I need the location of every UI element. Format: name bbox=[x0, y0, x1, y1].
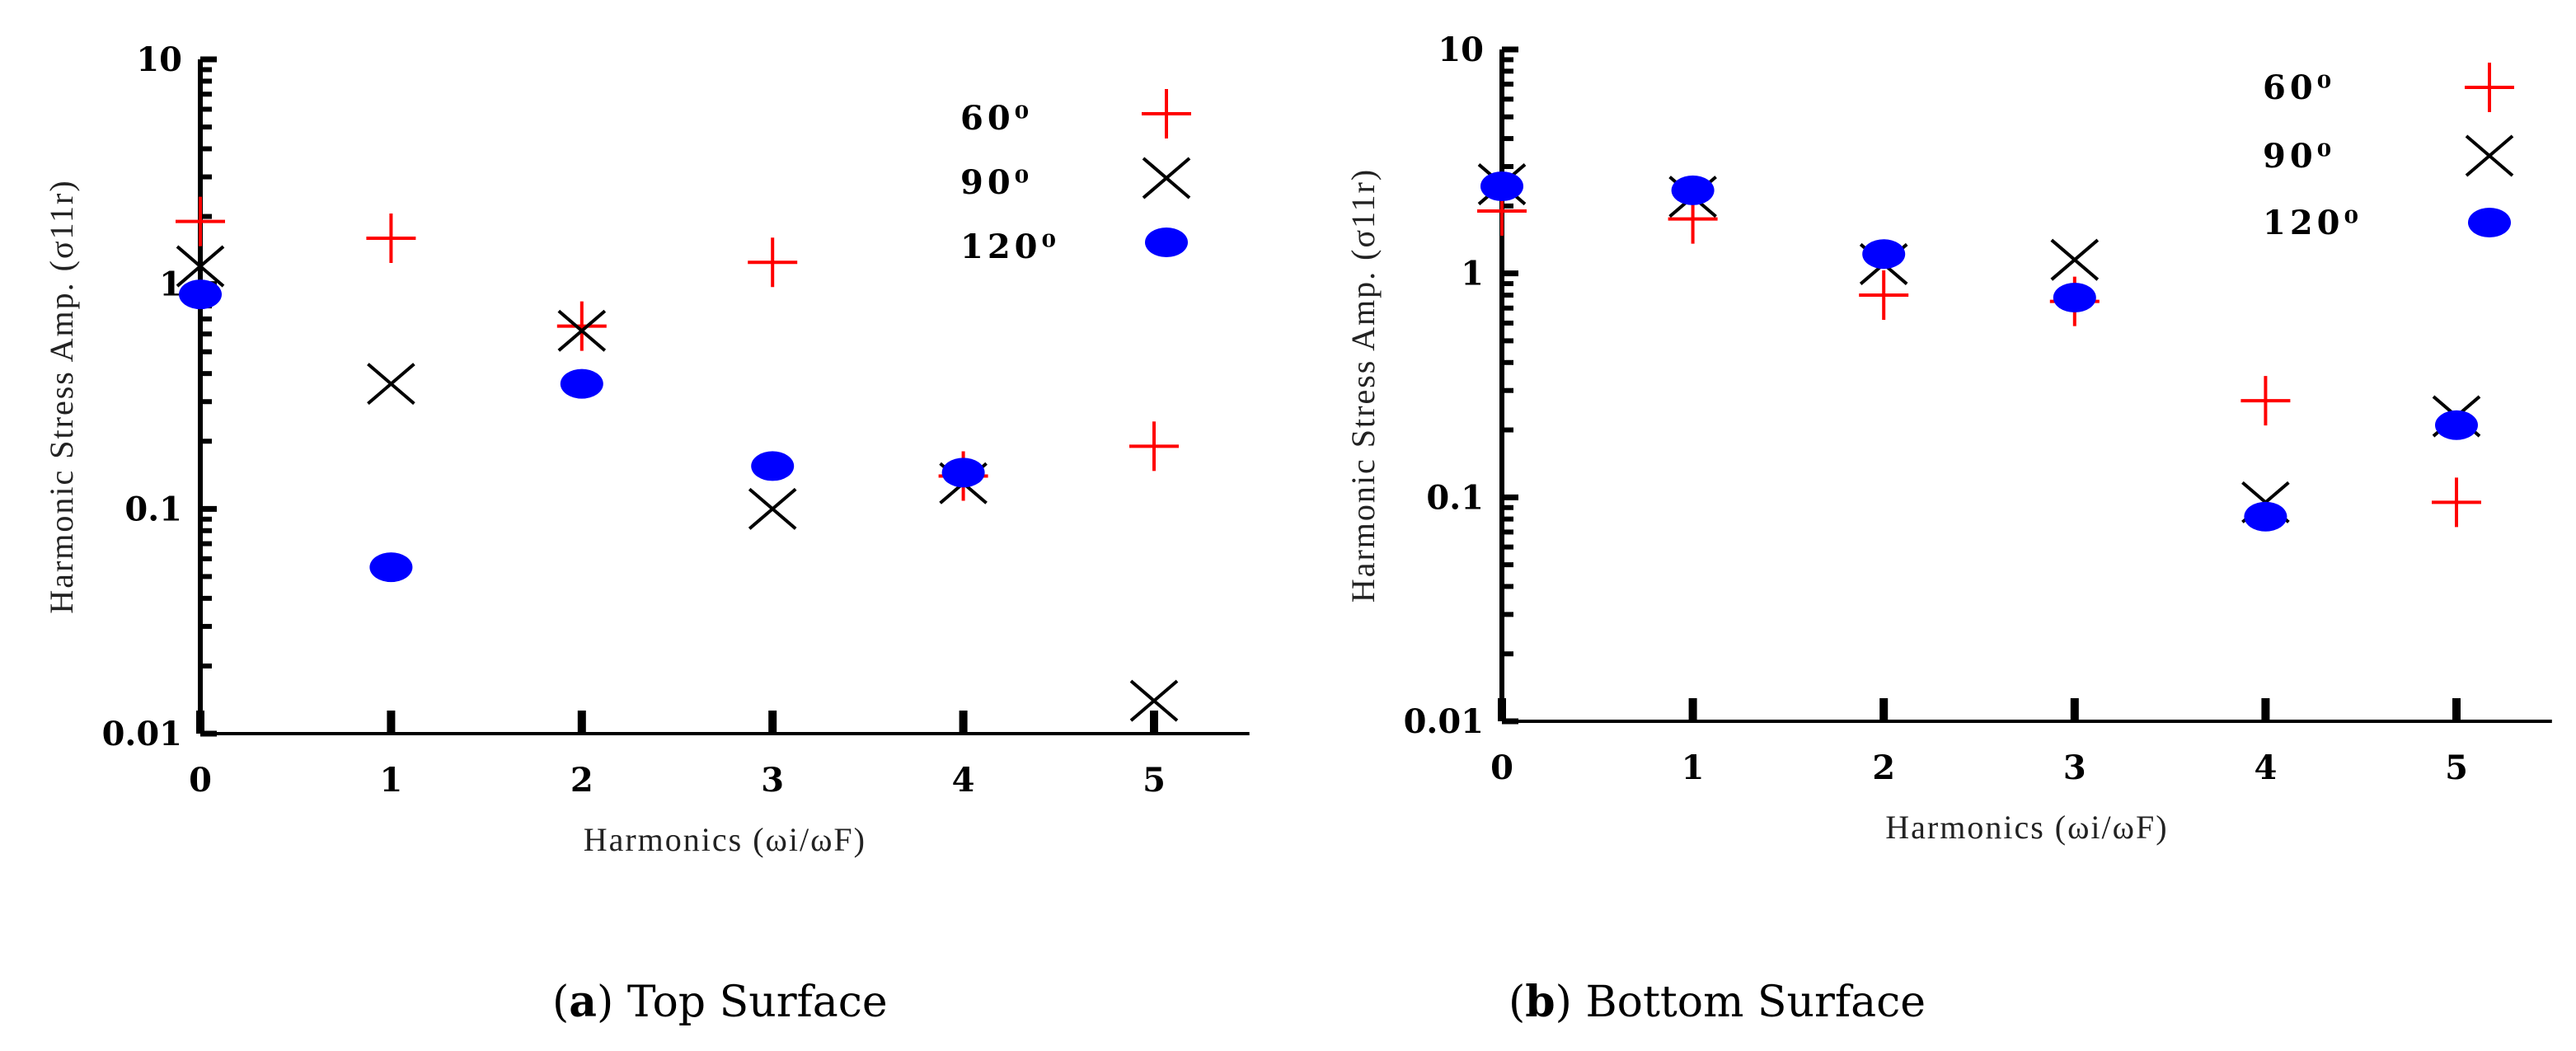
legend-marker-dot bbox=[2468, 208, 2511, 237]
data-point-plus bbox=[1859, 270, 1909, 320]
legend-marker-x-b bbox=[2465, 134, 2514, 177]
data-point-x bbox=[2050, 238, 2100, 281]
legend-label: 90⁰ bbox=[960, 163, 1033, 202]
y-tick-label: 0.01 bbox=[1404, 702, 1484, 741]
data-point-dot bbox=[369, 552, 413, 583]
chart-bottom-surface: 0.01 0.1 1 10 0 1 2 3 4 5 Harmonics (ωi/ωF) Harmoni… bbox=[1344, 30, 2552, 1027]
caption-text: ) Top Surface bbox=[597, 978, 888, 1027]
x-axis-label: Harmonics (ωi/ωF) bbox=[1885, 809, 2168, 846]
x-tick-label: 1 bbox=[1682, 748, 1705, 787]
data-point-dot bbox=[1862, 239, 1906, 270]
legend-marker-x bbox=[2465, 134, 2514, 177]
data-point-x-b bbox=[2050, 238, 2100, 281]
data-point-x bbox=[1129, 679, 1179, 722]
data-point-x-b bbox=[176, 245, 225, 288]
x-tick-label: 3 bbox=[761, 761, 784, 800]
data-point-x-b bbox=[367, 363, 415, 406]
legend-label: 120⁰ bbox=[2263, 204, 2363, 242]
caption-letter: a bbox=[569, 977, 597, 1027]
x-axis-label: Harmonics (ωi/ωF) bbox=[584, 821, 866, 858]
caption: (b) Bottom Surface bbox=[1509, 977, 1926, 1027]
legend-marker-x bbox=[1142, 157, 1191, 199]
data-point-dot bbox=[1671, 175, 1715, 205]
data-point-dot bbox=[2435, 410, 2478, 440]
legend-label: 60⁰ bbox=[2263, 68, 2335, 107]
x-tick-label: 0 bbox=[1490, 748, 1513, 787]
data-point-x bbox=[748, 487, 797, 530]
legend-marker-x-b bbox=[1142, 157, 1191, 199]
legend-marker-plus bbox=[1142, 89, 1191, 138]
legend-marker-dot bbox=[1145, 228, 1188, 257]
caption-letter: b bbox=[1525, 977, 1555, 1027]
caption: (a) Top Surface bbox=[552, 977, 888, 1027]
data-point-x-b bbox=[1129, 679, 1179, 722]
y-axis-label: Harmonic Stress Amp. (σ11r) bbox=[43, 179, 80, 613]
x-tick-label: 4 bbox=[952, 761, 975, 800]
y-tick-label: 10 bbox=[1438, 30, 1484, 69]
y-tick-label: 0.1 bbox=[1426, 478, 1484, 517]
y-tick-label: 0.01 bbox=[102, 715, 182, 753]
x-tick-label: 5 bbox=[2445, 748, 2468, 787]
data-point-dot bbox=[941, 457, 985, 488]
legend-label: 90⁰ bbox=[2263, 137, 2335, 176]
x-tick-label: 0 bbox=[189, 761, 212, 800]
data-point-dot bbox=[179, 279, 222, 310]
data-point-plus bbox=[2241, 376, 2291, 426]
data-point-plus bbox=[2432, 477, 2481, 528]
y-tick-label: 1 bbox=[1461, 255, 1484, 293]
x-tick-label: 4 bbox=[2254, 748, 2277, 787]
x-tick-label: 5 bbox=[1143, 761, 1166, 800]
x-tick-label: 1 bbox=[379, 761, 402, 800]
legend-label: 120⁰ bbox=[960, 228, 1060, 266]
y-tick-label: 0.1 bbox=[124, 490, 182, 528]
caption-text: ) Bottom Surface bbox=[1555, 978, 1926, 1027]
x-tick-label: 2 bbox=[570, 761, 594, 800]
data-point-plus bbox=[1129, 421, 1179, 472]
data-point-dot bbox=[2244, 501, 2287, 532]
data-point-x bbox=[176, 245, 225, 288]
y-tick-label: 10 bbox=[136, 40, 182, 79]
data-point-dot bbox=[2053, 282, 2096, 312]
legend-label: 60⁰ bbox=[960, 99, 1033, 138]
data-point-dot bbox=[751, 451, 795, 481]
data-point-plus bbox=[366, 213, 416, 264]
data-point-plus bbox=[748, 237, 798, 288]
data-point-x-b bbox=[557, 309, 607, 352]
data-point-x bbox=[367, 363, 415, 406]
legend-marker-plus bbox=[2465, 63, 2514, 112]
data-point-dot bbox=[1480, 171, 1523, 201]
data-point-dot bbox=[560, 368, 603, 399]
x-tick-label: 3 bbox=[2063, 748, 2086, 787]
data-point-x bbox=[557, 309, 607, 352]
data-point-plus bbox=[176, 196, 225, 246]
data-point-x-b bbox=[748, 487, 797, 530]
y-axis-label: Harmonic Stress Amp. (σ11r) bbox=[1344, 168, 1382, 603]
data-point-plus bbox=[556, 301, 607, 351]
x-tick-label: 2 bbox=[1872, 748, 1895, 787]
